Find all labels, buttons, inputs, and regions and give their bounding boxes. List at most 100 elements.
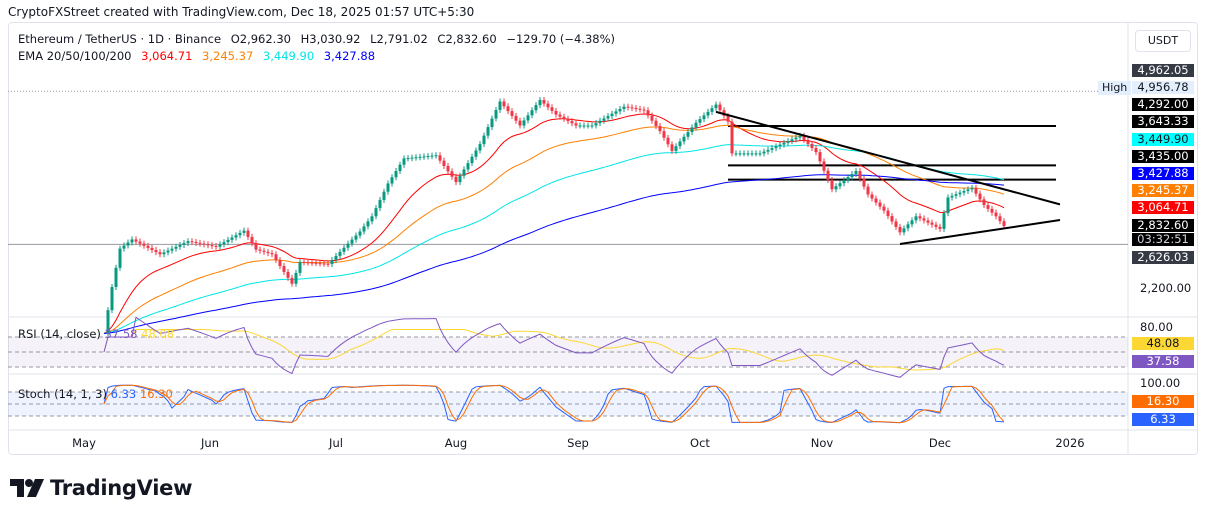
candle	[162, 252, 166, 255]
price-label: 4,292.00	[1132, 98, 1194, 111]
candle	[858, 171, 862, 179]
candle	[994, 212, 998, 217]
currency-button[interactable]: USDT	[1135, 30, 1191, 52]
candle	[138, 241, 142, 244]
candle	[390, 177, 394, 184]
ema-100-line	[103, 144, 1005, 334]
stoch-k-line	[103, 384, 1005, 424]
tradingview-logo-icon	[10, 479, 44, 497]
candle	[318, 263, 322, 265]
candle	[942, 213, 946, 229]
candle	[690, 127, 694, 133]
symbol-legend: Ethereum / TetherUS · 1D · Binance O2,96…	[18, 32, 621, 46]
candle	[490, 118, 494, 128]
candle	[310, 262, 314, 264]
candle	[586, 125, 590, 127]
tradingview-logo[interactable]: TradingView	[10, 476, 192, 500]
open-value: O2,962.30	[230, 32, 291, 46]
stoch-legend: Stoch (14, 1, 3) 6.33 16.30	[18, 387, 173, 401]
candle	[794, 137, 798, 140]
candle	[830, 179, 834, 190]
candle	[974, 187, 978, 194]
candle	[642, 109, 646, 111]
ema20-value: 3,064.71	[141, 49, 193, 63]
candle	[370, 216, 374, 222]
candle	[674, 146, 678, 151]
candle	[106, 310, 110, 334]
candle	[342, 247, 346, 252]
candle	[282, 266, 286, 272]
price-label: 2,832.60	[1132, 219, 1194, 232]
candle	[702, 115, 706, 120]
candle	[250, 236, 254, 244]
price-label: 3,427.88	[1132, 167, 1194, 180]
candle	[710, 108, 714, 112]
ema-label[interactable]: EMA 20/50/100/200	[18, 49, 132, 63]
candle	[454, 176, 458, 183]
candle	[938, 226, 942, 229]
candle	[458, 175, 462, 183]
price-label: 2,626.03	[1132, 251, 1194, 264]
candle	[662, 131, 666, 138]
candle	[614, 111, 618, 114]
stoch-axis-tick: 100.00	[1140, 376, 1181, 390]
candle	[266, 251, 270, 254]
candle	[118, 248, 122, 268]
candle	[834, 186, 838, 190]
candle	[910, 220, 914, 225]
candle	[882, 206, 886, 211]
candle	[786, 141, 790, 143]
candle	[622, 106, 626, 109]
candle	[330, 259, 334, 265]
candle	[1002, 221, 1006, 227]
candle	[650, 115, 654, 121]
candle	[954, 194, 958, 196]
stoch-label[interactable]: Stoch (14, 1, 3)	[18, 387, 107, 401]
candle	[538, 99, 542, 106]
candle	[958, 192, 962, 195]
candle	[734, 153, 738, 155]
candle	[158, 252, 162, 255]
price-label: 03:32:51	[1132, 233, 1194, 246]
candle	[366, 221, 370, 227]
candle	[226, 239, 230, 243]
candle	[590, 125, 594, 127]
candle	[438, 155, 442, 161]
rsi-label[interactable]: RSI (14, close)	[18, 327, 101, 341]
candle	[142, 243, 146, 246]
candle	[898, 226, 902, 233]
candle	[358, 231, 362, 236]
candle	[434, 155, 438, 157]
candle	[982, 199, 986, 206]
candle	[394, 170, 398, 178]
candle	[514, 115, 518, 121]
candle	[874, 198, 878, 203]
candle	[334, 255, 338, 260]
candle	[670, 144, 674, 151]
candle	[666, 137, 670, 145]
candle	[522, 120, 526, 126]
low-value: L2,791.02	[370, 32, 428, 46]
candle	[862, 178, 866, 187]
candle	[870, 194, 874, 199]
candle	[966, 189, 970, 192]
candle	[602, 118, 606, 121]
candle	[738, 153, 742, 155]
candle	[430, 155, 434, 157]
rsi-axis-tick: 80.00	[1140, 320, 1173, 334]
candle	[154, 250, 158, 253]
candle	[806, 139, 810, 144]
candle	[314, 262, 318, 264]
candle	[906, 224, 910, 229]
symbol-name[interactable]: Ethereum / TetherUS · 1D · Binance	[18, 32, 222, 46]
ema-20-line	[103, 113, 1005, 334]
candle	[398, 164, 402, 171]
candle	[646, 110, 650, 116]
candle	[554, 110, 558, 115]
candle	[846, 177, 850, 181]
candle	[518, 120, 522, 126]
candle	[274, 254, 278, 261]
candle	[322, 263, 326, 265]
candle	[970, 187, 974, 190]
